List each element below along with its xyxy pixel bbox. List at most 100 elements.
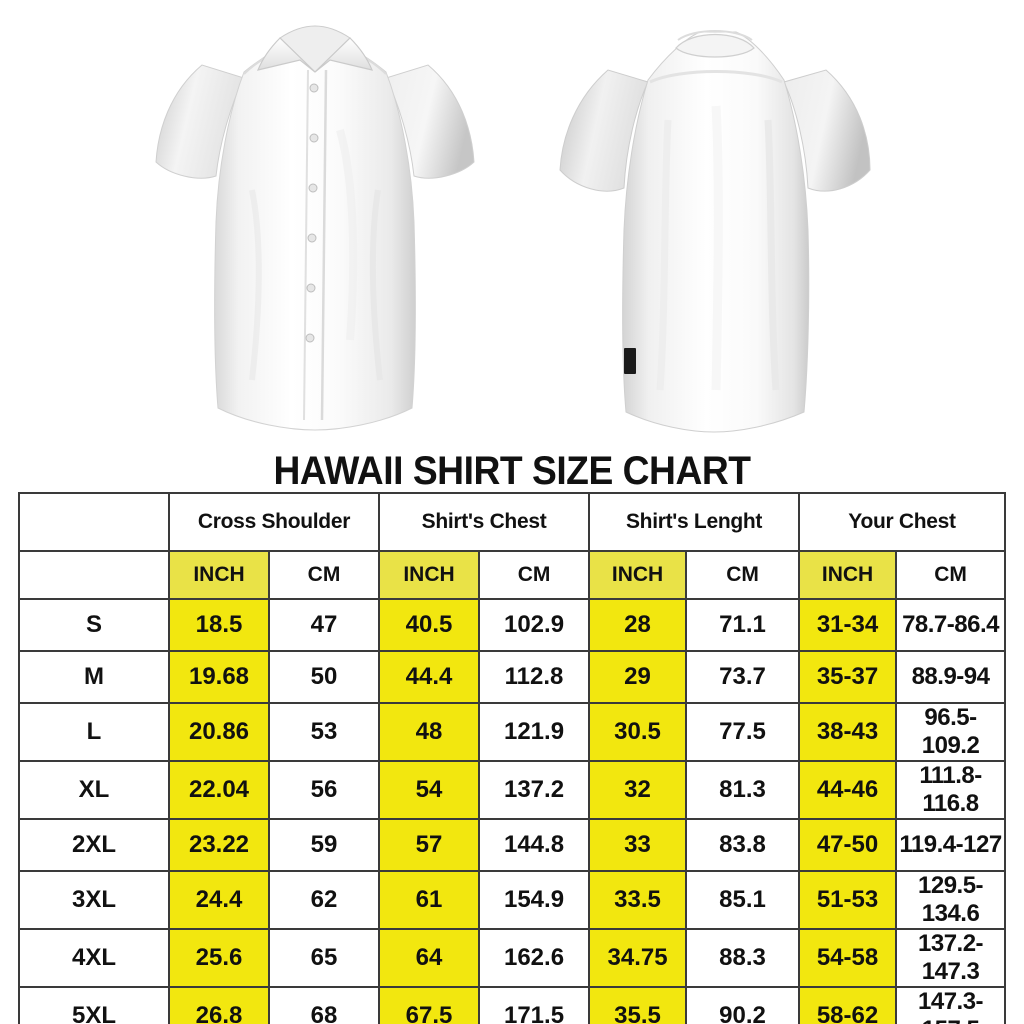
size-chart-table: Cross Shoulder Shirt's Chest Shirt's Len… xyxy=(18,492,1007,1024)
cell-shirts-chest-cm: 171.5 xyxy=(478,986,591,1024)
row-size-label: L xyxy=(18,702,170,762)
unit-header-inch-4: INCH xyxy=(798,550,898,600)
cell-shirts-length-cm: 77.5 xyxy=(685,702,801,762)
row-size-label: 3XL xyxy=(18,870,170,930)
cell-shirts-chest-cm: 144.8 xyxy=(478,818,591,872)
unit-header-inch-1: INCH xyxy=(168,550,270,600)
cell-shirts-chest-inch: 54 xyxy=(378,760,481,820)
unit-header-inch-2: INCH xyxy=(378,550,481,600)
cell-cross-shoulder-inch: 19.68 xyxy=(168,650,270,704)
cell-cross-shoulder-cm: 50 xyxy=(267,650,381,704)
table-row: 3XL 24.4 62 61 154.9 33.5 85.1 51-53 129… xyxy=(18,870,1007,930)
unit-header-cm-2: CM xyxy=(478,550,591,600)
cell-shirts-chest-inch: 44.4 xyxy=(378,650,481,704)
cell-shirts-length-cm: 83.8 xyxy=(685,818,801,872)
shirt-brand-tag xyxy=(624,348,636,374)
group-header-shirts-length: Shirt's Lenght xyxy=(588,492,801,552)
cell-shirts-length-cm: 71.1 xyxy=(685,598,801,652)
cell-shirts-chest-inch: 67.5 xyxy=(378,986,481,1024)
unit-header-row: INCH CM INCH CM INCH CM INCH CM xyxy=(18,550,1007,600)
cell-your-chest-inch: 58-62 xyxy=(798,986,898,1024)
cell-cross-shoulder-cm: 53 xyxy=(267,702,381,762)
cell-your-chest-inch: 51-53 xyxy=(798,870,898,930)
cell-your-chest-inch: 35-37 xyxy=(798,650,898,704)
group-header-cross-shoulder: Cross Shoulder xyxy=(167,492,381,552)
group-header-shirts-chest: Shirt's Chest xyxy=(378,492,591,552)
cell-your-chest-cm: 147.3-157.5 xyxy=(895,986,1007,1024)
cell-shirts-chest-inch: 64 xyxy=(378,928,481,988)
table-row: 5XL 26.8 68 67.5 171.5 35.5 90.2 58-62 1… xyxy=(18,986,1007,1024)
cell-shirts-chest-inch: 61 xyxy=(378,870,481,930)
size-table-body: S 18.5 47 40.5 102.9 28 71.1 31-34 78.7-… xyxy=(18,598,1007,1024)
cell-shirts-chest-inch: 57 xyxy=(378,818,481,872)
cell-shirts-length-inch: 35.5 xyxy=(588,986,688,1024)
cell-shirts-chest-cm: 162.6 xyxy=(478,928,591,988)
cell-your-chest-cm: 137.2-147.3 xyxy=(895,928,1007,988)
cell-your-chest-inch: 38-43 xyxy=(798,702,898,762)
table-row: L 20.86 53 48 121.9 30.5 77.5 38-43 96.5… xyxy=(18,702,1007,762)
cell-shirts-length-inch: 33 xyxy=(588,818,688,872)
page-title: HAWAII SHIRT SIZE CHART xyxy=(273,449,751,493)
row-size-label: XL xyxy=(18,760,170,820)
row-size-label: 5XL xyxy=(18,986,170,1024)
cell-shirts-length-inch: 32 xyxy=(588,760,688,820)
cell-shirts-length-cm: 90.2 xyxy=(685,986,801,1024)
cell-cross-shoulder-inch: 23.22 xyxy=(168,818,270,872)
cell-your-chest-inch: 47-50 xyxy=(798,818,898,872)
cell-cross-shoulder-inch: 24.4 xyxy=(168,870,270,930)
cell-cross-shoulder-inch: 22.04 xyxy=(168,760,270,820)
cell-shirts-chest-inch: 48 xyxy=(378,702,481,762)
cell-cross-shoulder-cm: 47 xyxy=(267,598,381,652)
group-header-your-chest: Your Chest xyxy=(798,492,1007,552)
unit-header-cm-3: CM xyxy=(685,550,801,600)
cell-shirts-chest-cm: 102.9 xyxy=(478,598,591,652)
row-size-label: 4XL xyxy=(18,928,170,988)
cell-shirts-chest-cm: 137.2 xyxy=(478,760,591,820)
table-row: M 19.68 50 44.4 112.8 29 73.7 35-37 88.9… xyxy=(18,650,1007,704)
cell-cross-shoulder-inch: 20.86 xyxy=(168,702,270,762)
cell-cross-shoulder-cm: 59 xyxy=(267,818,381,872)
cell-your-chest-cm: 78.7-86.4 xyxy=(895,598,1007,652)
table-row: 2XL 23.22 59 57 144.8 33 83.8 47-50 119.… xyxy=(18,818,1007,872)
cell-cross-shoulder-cm: 62 xyxy=(267,870,381,930)
cell-shirts-chest-inch: 40.5 xyxy=(378,598,481,652)
cell-shirts-chest-cm: 154.9 xyxy=(478,870,591,930)
cell-your-chest-cm: 119.4-127 xyxy=(895,818,1007,872)
cell-shirts-length-inch: 33.5 xyxy=(588,870,688,930)
cell-shirts-chest-cm: 112.8 xyxy=(478,650,591,704)
cell-shirts-length-cm: 73.7 xyxy=(685,650,801,704)
unit-header-cm-4: CM xyxy=(895,550,1007,600)
shirt-illustrations xyxy=(0,0,1024,445)
cell-your-chest-cm: 111.8-116.8 xyxy=(895,760,1007,820)
row-size-label: 2XL xyxy=(18,818,170,872)
cell-cross-shoulder-cm: 56 xyxy=(267,760,381,820)
row-size-label: M xyxy=(18,650,170,704)
unit-header-inch-3: INCH xyxy=(588,550,688,600)
cell-cross-shoulder-inch: 25.6 xyxy=(168,928,270,988)
cell-your-chest-cm: 96.5-109.2 xyxy=(895,702,1007,762)
shirt-back-image xyxy=(540,10,890,435)
cell-shirts-length-cm: 81.3 xyxy=(685,760,801,820)
cell-shirts-chest-cm: 121.9 xyxy=(478,702,591,762)
shirt-front-image xyxy=(140,10,490,435)
table-row: 4XL 25.6 65 64 162.6 34.75 88.3 54-58 13… xyxy=(18,928,1007,988)
table-row: S 18.5 47 40.5 102.9 28 71.1 31-34 78.7-… xyxy=(18,598,1007,652)
cell-shirts-length-cm: 88.3 xyxy=(685,928,801,988)
cell-shirts-length-inch: 34.75 xyxy=(588,928,688,988)
cell-cross-shoulder-inch: 26.8 xyxy=(168,986,270,1024)
cell-shirts-length-inch: 30.5 xyxy=(588,702,688,762)
cell-cross-shoulder-cm: 65 xyxy=(267,928,381,988)
cell-shirts-length-cm: 85.1 xyxy=(685,870,801,930)
row-size-label: S xyxy=(18,598,170,652)
cell-shirts-length-inch: 28 xyxy=(588,598,688,652)
cell-your-chest-inch: 54-58 xyxy=(798,928,898,988)
cell-cross-shoulder-inch: 18.5 xyxy=(168,598,270,652)
cell-your-chest-cm: 129.5-134.6 xyxy=(895,870,1007,930)
cell-your-chest-inch: 44-46 xyxy=(798,760,898,820)
cell-your-chest-cm: 88.9-94 xyxy=(895,650,1007,704)
cell-shirts-length-inch: 29 xyxy=(588,650,688,704)
cell-your-chest-inch: 31-34 xyxy=(798,598,898,652)
unit-header-cm-1: CM xyxy=(267,550,381,600)
group-header-row: Cross Shoulder Shirt's Chest Shirt's Len… xyxy=(18,492,1007,552)
